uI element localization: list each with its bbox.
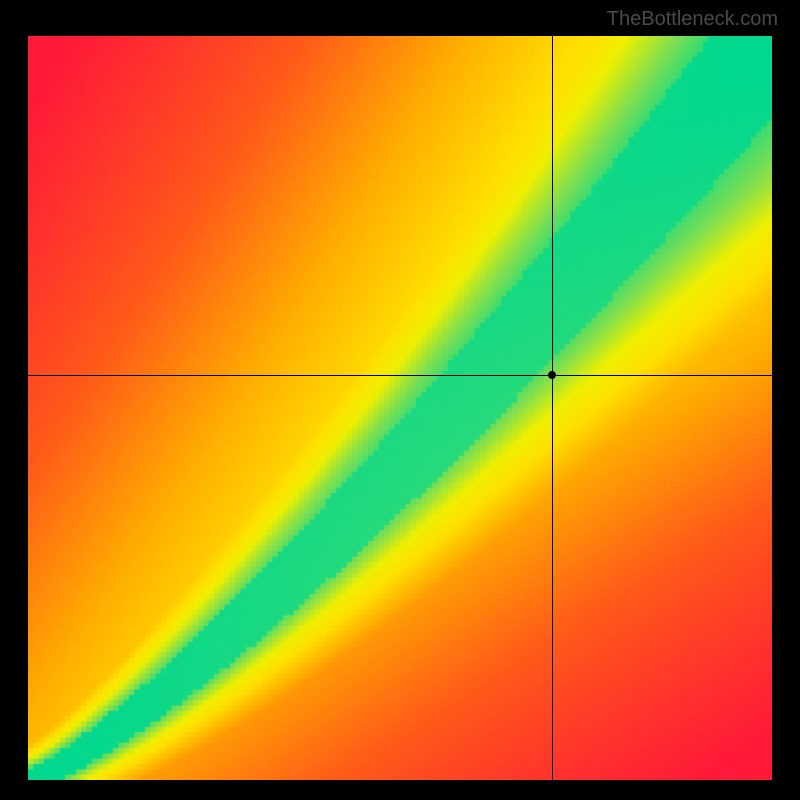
chart-frame: [28, 36, 772, 780]
crosshair-horizontal: [28, 375, 772, 376]
watermark-text: TheBottleneck.com: [607, 8, 778, 31]
crosshair-marker-dot: [548, 371, 556, 379]
heatmap-canvas: [28, 36, 772, 780]
crosshair-vertical: [552, 36, 553, 780]
